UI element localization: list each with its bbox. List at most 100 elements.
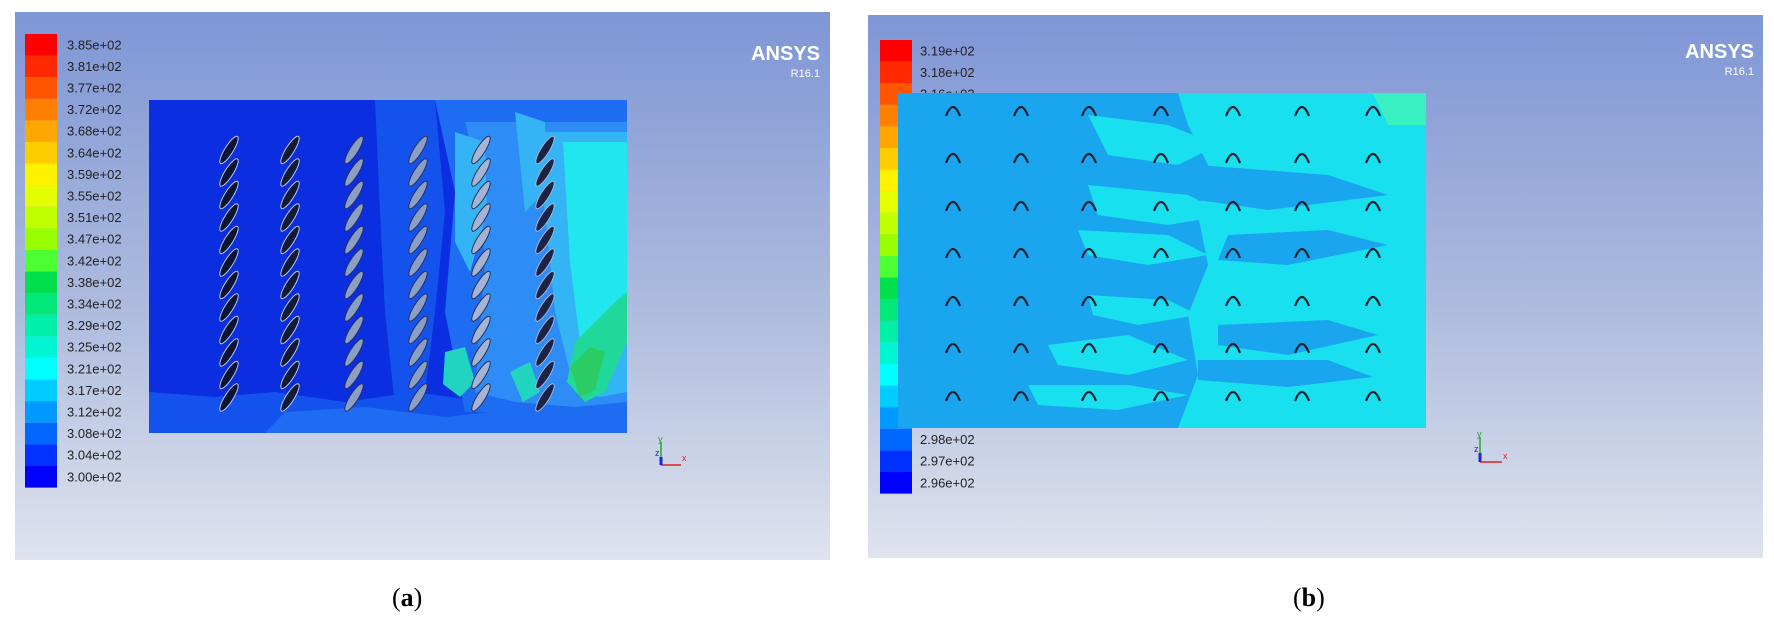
- blade: [280, 293, 300, 322]
- legend-label: 3.68e+02: [67, 124, 122, 139]
- pin-fin: [1080, 390, 1098, 402]
- contour-panel-b: 3.19e+023.18e+023.16e+023.15e+023.14e+02…: [868, 15, 1763, 558]
- svg-text:y: y: [1477, 429, 1482, 439]
- blade: [280, 180, 300, 210]
- legend-swatch: [25, 206, 57, 229]
- blade: [471, 270, 491, 300]
- ansys-logo: ANSYS: [751, 43, 820, 65]
- legend-label: 3.59e+02: [67, 167, 122, 182]
- blade: [471, 203, 491, 232]
- blade: [535, 225, 555, 255]
- pin-fin: [1224, 295, 1242, 307]
- blade: [408, 180, 428, 210]
- pin-fin: [1152, 247, 1170, 259]
- pin-fin: [1152, 295, 1170, 307]
- figure-caption-b: (b): [1293, 583, 1325, 612]
- pin-fin: [1364, 152, 1382, 164]
- axis-triad: y x z: [1474, 429, 1508, 463]
- svg-text:z: z: [1474, 444, 1479, 454]
- blade: [219, 338, 239, 367]
- blade: [280, 360, 300, 390]
- pin-fin: [1224, 390, 1242, 402]
- pin-fin: [944, 152, 962, 164]
- blade: [344, 270, 364, 300]
- legend-swatch: [25, 314, 57, 337]
- blade: [535, 180, 555, 210]
- legend-swatch: [25, 185, 57, 207]
- blade: [535, 315, 555, 345]
- blade: [280, 203, 300, 232]
- pin-fin: [1080, 152, 1098, 164]
- legend-label: 3.17e+02: [67, 383, 122, 398]
- blade: [344, 315, 364, 345]
- legend-swatch: [25, 466, 57, 488]
- svg-text:x: x: [682, 453, 687, 463]
- blade: [408, 293, 428, 322]
- blade: [535, 203, 555, 232]
- pin-fin-array: [944, 105, 1382, 402]
- pin-fin: [1293, 200, 1311, 212]
- legend-swatch: [25, 34, 57, 56]
- blade: [280, 338, 300, 367]
- blade: [408, 158, 428, 187]
- pin-fin: [1080, 342, 1098, 354]
- blade: [219, 293, 239, 322]
- legend-label: 3.47e+02: [67, 232, 122, 247]
- blade: [344, 203, 364, 232]
- legend-swatch: [25, 444, 57, 466]
- pin-fin: [1364, 200, 1382, 212]
- legend-label: 3.85e+02: [67, 37, 122, 52]
- legend-label: 3.25e+02: [67, 340, 122, 355]
- pin-fin: [1224, 342, 1242, 354]
- legend-swatch: [880, 428, 912, 451]
- blade: [535, 270, 555, 300]
- blade: [219, 135, 239, 165]
- blade: [535, 360, 555, 390]
- legend-label: 3.72e+02: [67, 102, 122, 117]
- pin-fin: [1012, 390, 1030, 402]
- blade: [408, 270, 428, 300]
- pin-fin: [1080, 105, 1098, 117]
- legend-label: 2.96e+02: [920, 475, 975, 490]
- blade: [280, 248, 300, 277]
- blade: [344, 248, 364, 277]
- legend-swatch: [25, 120, 57, 142]
- svg-text:x: x: [1503, 451, 1508, 461]
- pin-fin: [1293, 390, 1311, 402]
- legend-swatch: [25, 228, 57, 250]
- legend-swatch: [880, 40, 912, 62]
- legend-swatch: [25, 422, 57, 445]
- legend-label: 3.77e+02: [67, 81, 122, 96]
- pin-fin: [1364, 390, 1382, 402]
- blade: [219, 203, 239, 232]
- blade: [471, 360, 491, 390]
- pin-fin: [1293, 247, 1311, 259]
- pin-fin: [1224, 247, 1242, 259]
- blade: [219, 315, 239, 345]
- pin-fin: [1152, 390, 1170, 402]
- contour-plot-b: 3.19e+023.18e+023.16e+023.15e+023.14e+02…: [868, 15, 1763, 558]
- blade: [344, 293, 364, 322]
- pin-fin: [1012, 295, 1030, 307]
- blade: [344, 135, 364, 165]
- pin-fin: [1012, 152, 1030, 164]
- blade: [344, 225, 364, 255]
- blade: [471, 225, 491, 255]
- legend-label: 3.34e+02: [67, 297, 122, 312]
- pin-fin: [1364, 295, 1382, 307]
- svg-text:y: y: [658, 434, 663, 444]
- legend-swatch: [25, 379, 57, 402]
- blade: [219, 270, 239, 300]
- blade: [344, 338, 364, 367]
- pin-fin: [944, 247, 962, 259]
- blade: [219, 248, 239, 277]
- pin-fin: [1364, 247, 1382, 259]
- legend-swatch: [25, 142, 57, 164]
- svg-text:z: z: [655, 448, 660, 458]
- legend-swatch: [880, 472, 912, 494]
- legend-swatch: [25, 358, 57, 380]
- pin-fin: [1293, 105, 1311, 117]
- legend-label: 3.42e+02: [67, 253, 122, 268]
- blade: [408, 338, 428, 367]
- pin-fin: [1152, 342, 1170, 354]
